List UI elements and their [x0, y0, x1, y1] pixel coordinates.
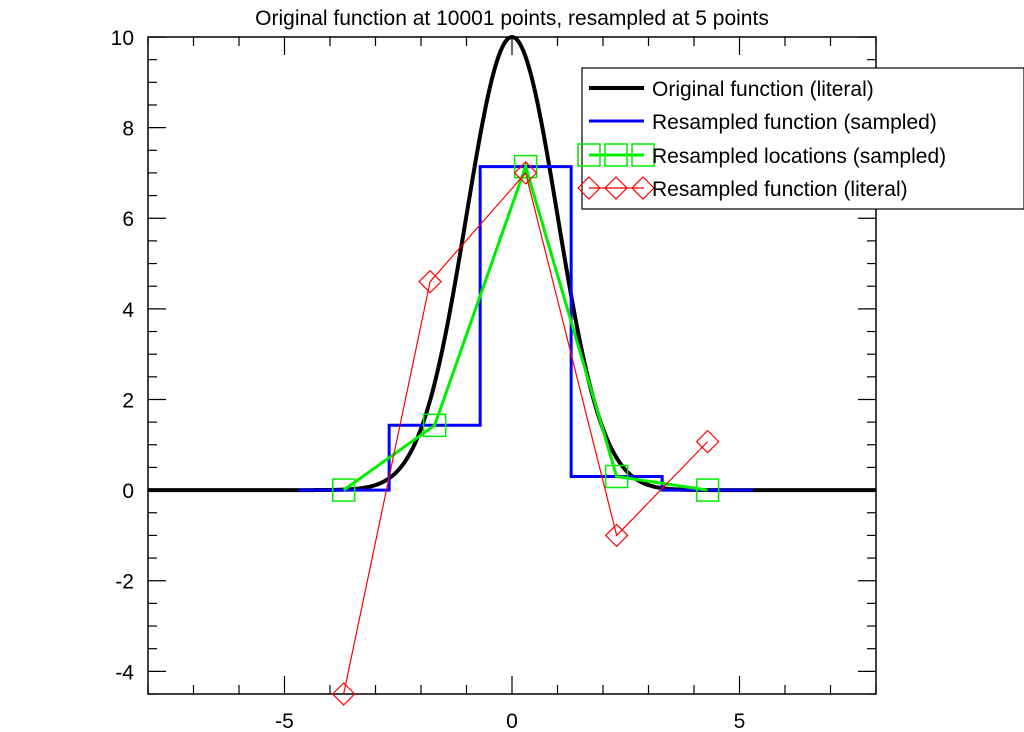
legend-marker-square [577, 143, 601, 167]
legend-marker-diamond [577, 176, 601, 200]
y-tick-label: 2 [122, 389, 134, 412]
legend-entry: Resampled function (sampled) [589, 111, 937, 134]
data-point-diamond [604, 523, 629, 548]
x-tick-label: 0 [506, 710, 518, 732]
series-resampled-literal-line [343, 171, 709, 695]
y-tick-label: -2 [115, 571, 134, 594]
legend-label: Resampled function (sampled) [652, 111, 937, 134]
legend-label: Resampled function (literal) [652, 178, 908, 201]
legend-entry: Resampled locations (sampled) [577, 143, 946, 168]
legend-marker-square [631, 143, 655, 167]
y-tick-label: 10 [111, 27, 134, 50]
y-tick-label: 6 [122, 208, 134, 231]
legend-marker-diamond [631, 176, 655, 200]
data-point-square [604, 464, 629, 489]
y-tick-label: 4 [122, 299, 134, 322]
data-point-square [513, 154, 538, 179]
data-point-diamond [331, 682, 356, 706]
legend: Original function (literal) Resampled fun… [577, 67, 1024, 210]
legend-marker-diamond [604, 176, 628, 200]
data-point-square [331, 478, 356, 502]
data-point-square [422, 413, 447, 438]
y-tick-label: 0 [122, 480, 134, 503]
chart-title: Original function at 10001 points, resam… [255, 7, 769, 30]
data-point-diamond [513, 161, 538, 185]
data-point-diamond [418, 269, 442, 294]
legend-box [581, 67, 1024, 210]
y-tick-label: -4 [115, 661, 134, 684]
x-tick-label: 5 [734, 710, 746, 732]
data-point-diamond [695, 429, 720, 454]
data-point-square [695, 478, 720, 502]
legend-entry: Original function (literal) [589, 78, 874, 101]
legend-marker-square [604, 143, 628, 167]
series-resampled-step-line [298, 165, 754, 492]
series-original-function-curve [148, 34, 876, 493]
legend-label: Original function (literal) [652, 78, 874, 101]
x-tick-label: -5 [275, 710, 294, 732]
series-resampled-locations-line [342, 161, 708, 492]
legend-label: Resampled locations (sampled) [652, 145, 946, 168]
y-tick-label: 8 [122, 118, 134, 141]
legend-entry: Resampled function (literal) [577, 176, 908, 201]
plot-series [148, 34, 876, 706]
